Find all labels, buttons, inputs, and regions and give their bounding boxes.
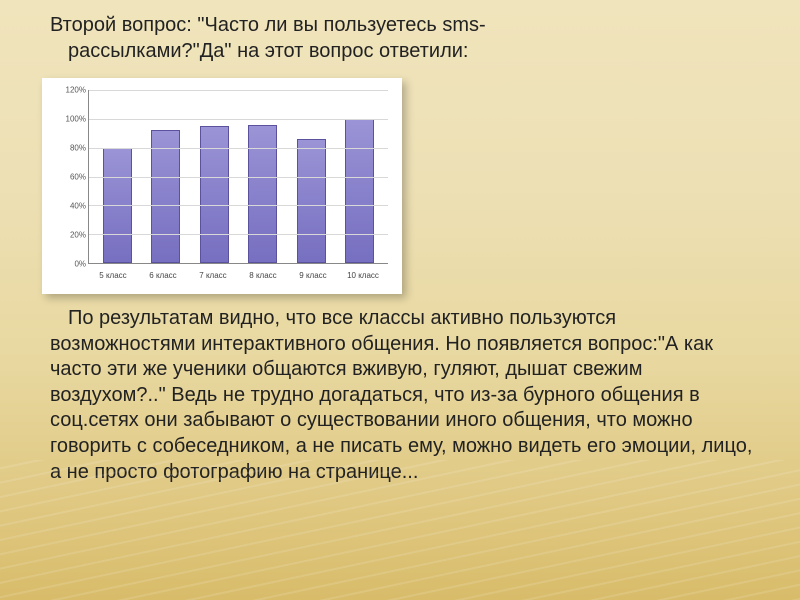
x-tick-label: 10 класс — [338, 271, 388, 280]
gridline — [89, 234, 388, 235]
y-tick-label: 20% — [50, 231, 86, 240]
bar — [345, 119, 374, 263]
body-text: По результатам видно, что все классы акт… — [50, 306, 756, 485]
title-line-2: рассылками?"Да" на этот вопрос ответили: — [50, 40, 469, 62]
x-tick-label: 8 класс — [238, 271, 288, 280]
x-tick-label: 7 класс — [188, 271, 238, 280]
bar — [200, 126, 229, 263]
y-tick-label: 120% — [50, 86, 86, 95]
bar — [151, 130, 180, 263]
y-tick-label: 80% — [50, 144, 86, 153]
x-tick-label: 9 класс — [288, 271, 338, 280]
slide-title: Второй вопрос: "Часто ли вы пользуетесь … — [50, 12, 750, 64]
chart-inner: 0% 20% 40% 60% 80% 100% 120% 5 класс6 класс7 к… — [50, 86, 394, 286]
bar — [297, 139, 326, 263]
y-tick-label: 40% — [50, 202, 86, 211]
gridline — [89, 119, 388, 120]
title-line-1: Второй вопрос: "Часто ли вы пользуетесь … — [50, 14, 486, 36]
x-axis-labels: 5 класс6 класс7 класс8 класс9 класс10 кл… — [88, 271, 388, 280]
chart-plot-area — [88, 90, 388, 264]
gridline — [89, 90, 388, 91]
x-tick-label: 6 класс — [138, 271, 188, 280]
bar — [248, 125, 277, 263]
x-tick-label: 5 класс — [88, 271, 138, 280]
gridline — [89, 177, 388, 178]
chart-container: 0% 20% 40% 60% 80% 100% 120% 5 класс6 класс7 к… — [42, 78, 402, 294]
body-content: По результатам видно, что все классы акт… — [50, 307, 752, 483]
gridline — [89, 205, 388, 206]
y-tick-label: 100% — [50, 115, 86, 124]
y-tick-label: 0% — [50, 260, 86, 269]
gridline — [89, 148, 388, 149]
y-tick-label: 60% — [50, 173, 86, 182]
